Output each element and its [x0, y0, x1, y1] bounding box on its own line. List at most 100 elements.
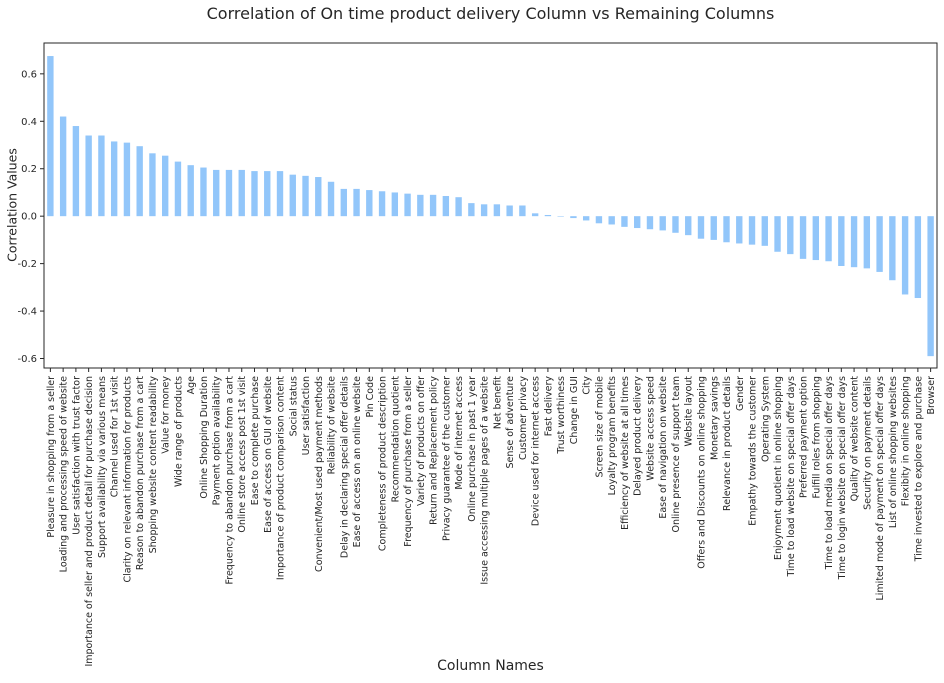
bar	[468, 203, 475, 217]
bar	[455, 197, 462, 217]
bar	[200, 167, 207, 217]
bar	[85, 135, 92, 217]
x-tick-label: Ease of navigation on website	[658, 376, 669, 519]
bar	[646, 216, 654, 230]
bar	[672, 216, 679, 233]
x-tick-label: Completeness of product description	[378, 376, 389, 551]
bar	[442, 196, 450, 217]
y-axis-ticks: -0.6 -0.4 -0.2 0.0 0.2 0.4 0.6	[17, 69, 44, 365]
bar	[582, 216, 590, 221]
x-tick-label: Operating System	[760, 376, 771, 462]
y-tick-label: 0.4	[21, 117, 37, 128]
x-tick-label: Browser	[926, 376, 937, 415]
bar	[850, 216, 858, 268]
bar	[404, 193, 411, 217]
x-tick-label: Empathy towards the customer	[748, 376, 759, 526]
x-tick-label: Pin Code	[365, 376, 376, 418]
x-tick-label: Customer privacy	[518, 376, 529, 460]
x-tick-label: Support availability via various means	[97, 376, 108, 558]
bar	[685, 216, 692, 236]
x-tick-label: Ease of access on GUI of website	[263, 376, 274, 533]
bar	[391, 192, 399, 217]
bar	[876, 216, 883, 272]
x-tick-label: Quality of website content	[850, 376, 861, 502]
bar	[353, 188, 360, 217]
x-tick-label: Online purchase in past 1 year	[467, 376, 478, 522]
bar	[799, 216, 807, 259]
bar	[570, 216, 577, 219]
bar	[136, 146, 143, 217]
x-tick-label: Channel used for 1st visit	[110, 376, 121, 498]
bar	[264, 171, 271, 217]
x-tick-label: Clarity on relevant information for prod…	[122, 376, 133, 583]
x-tick-label: Sense of adventure	[505, 376, 516, 469]
x-tick-label: Recommendation quotient	[390, 376, 401, 503]
x-tick-label: Importance of seller and product detail …	[84, 376, 95, 667]
x-tick-label: Issue accessing multiple pages of a webs…	[480, 376, 491, 585]
bar	[736, 216, 743, 244]
bar	[812, 216, 819, 261]
y-tick-label: 0.2	[21, 164, 37, 175]
x-tick-label: Reason to abandon purchase from a cart	[135, 376, 146, 570]
bar	[327, 181, 335, 217]
x-tick-label: Online presence of support team	[671, 376, 682, 532]
x-tick-label: Fulfill roles from shopping	[811, 376, 822, 499]
x-tick-label: Ease to complete purchase	[250, 376, 261, 505]
x-tick-label: Frequency of purchase from a seller	[403, 376, 414, 547]
bar	[123, 142, 131, 217]
bar	[901, 216, 909, 295]
x-tick-label: Delay in declaring special offer details	[339, 376, 350, 558]
y-tick-label: -0.4	[17, 307, 37, 318]
bar	[187, 165, 194, 217]
bar	[213, 169, 220, 217]
y-tick-label: -0.6	[17, 354, 37, 365]
x-tick-label: Website access speed	[645, 376, 656, 481]
x-tick-label: Time to load website on special offer da…	[786, 376, 797, 578]
x-tick-label: Time to login website on special offer d…	[837, 376, 848, 580]
x-tick-label: Payment option availability	[212, 376, 223, 506]
x-tick-label: Monetary savings	[709, 376, 720, 460]
x-tick-label: Loyalty program benefits	[607, 376, 618, 495]
x-tick-label: Online store access post 1st visit	[237, 376, 248, 533]
bar	[927, 216, 934, 357]
x-tick-label: Time invested to explore and purchase	[913, 376, 924, 563]
x-tick-label: Convenient/Most used payment methods	[314, 376, 325, 572]
x-tick-label: Preferred payment option	[799, 376, 810, 498]
bar	[238, 169, 245, 217]
y-tick-label: 0.6	[21, 69, 37, 80]
bar	[748, 216, 756, 245]
x-tick-label: Frequency to abandon purchase from a car…	[224, 376, 235, 585]
x-tick-label: Time to load media on special offer days	[824, 376, 835, 570]
x-tick-label: Enjoyment quotient in online shopping	[773, 376, 784, 560]
bar	[315, 177, 322, 217]
x-tick-label: Importance of product comparison content	[276, 376, 287, 580]
x-tick-label: Trust worthiness	[556, 376, 567, 455]
x-tick-label: Fast delivery	[543, 376, 554, 437]
bar	[429, 194, 437, 217]
bar	[302, 175, 309, 217]
bar	[608, 216, 615, 225]
bar	[251, 171, 258, 217]
x-tick-label: Website layout	[684, 376, 695, 447]
x-tick-label: Online Shopping Duration	[199, 376, 210, 499]
bar	[531, 213, 539, 217]
bars-layer	[47, 56, 934, 357]
x-tick-label: Reliability of website	[327, 376, 338, 475]
bar	[595, 216, 603, 224]
x-tick-label: Efficiency of website at all times	[620, 376, 631, 530]
x-tick-label: User satisfaction with trust factor	[71, 376, 82, 535]
x-tick-label: Gender	[735, 376, 746, 411]
bar	[825, 216, 832, 262]
bar	[634, 216, 641, 229]
x-tick-label: Mode of internet access	[454, 376, 465, 490]
bar	[59, 116, 67, 217]
bar	[72, 126, 80, 217]
x-tick-label: Age	[186, 376, 197, 395]
x-tick-label: Social status	[288, 376, 299, 436]
x-tick-label: Privacy guarantee of the customer	[441, 376, 452, 541]
x-tick-label: Relevance in product details	[722, 376, 733, 511]
bar	[697, 216, 705, 239]
x-tick-label: Wide range of products	[173, 376, 184, 487]
